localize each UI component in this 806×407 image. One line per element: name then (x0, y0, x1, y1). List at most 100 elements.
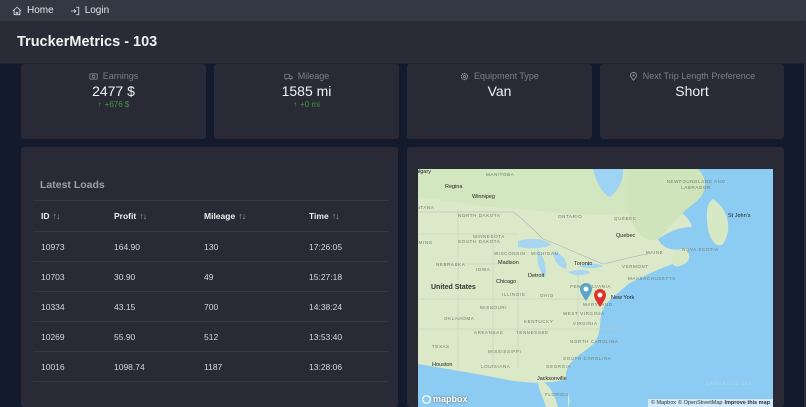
login-icon (70, 6, 79, 15)
map-pin-icon (629, 71, 637, 81)
cell-id: 10269 (33, 321, 106, 352)
table-row: 10703 30.90 49 15:27:18 (33, 261, 389, 292)
destination-marker-icon[interactable] (593, 288, 607, 308)
stat-value: Short (675, 83, 709, 99)
map-city: Madison (498, 260, 519, 266)
top-nav: Home Login (0, 0, 806, 21)
map-label: Newfoundland and Labrador (666, 179, 726, 190)
stat-delta: ↑ +0 mi (293, 100, 320, 109)
map-city: Chicago (496, 279, 517, 285)
map-label: Ontario (558, 214, 583, 219)
map-base-layer (418, 169, 773, 407)
cell-mileage: 512 (196, 321, 301, 352)
mapbox-attribution-link[interactable]: © Mapbox (650, 400, 677, 406)
map-label: Ohio (540, 293, 554, 298)
truck-icon (284, 73, 293, 80)
cell-profit: 43.15 (106, 291, 196, 322)
sort-icon[interactable]: ↑↓ (52, 211, 61, 221)
column-header-profit[interactable]: Profit ↑↓ (106, 200, 196, 232)
cell-time: 15:27:18 (301, 261, 389, 292)
map-city: Jacksonville (537, 376, 567, 382)
map-label: Maine (646, 250, 664, 255)
map-attribution: © Mapbox © OpenStreetMap Improve this ma… (647, 399, 773, 407)
map-label: Wisconsin (494, 251, 526, 256)
cell-id: 10973 (33, 231, 106, 262)
cell-id: 10334 (33, 291, 106, 322)
stat-card-equipment: Equipment Type Van (407, 64, 592, 139)
map-label: Québec (614, 216, 637, 221)
gear-icon (460, 72, 469, 80)
map-label: Virginia (573, 321, 598, 326)
map-city: Regina (445, 184, 463, 190)
loads-table: ID ↑↓ Profit ↑↓ Mileage ↑↓ Time ↑↓ 10973 164… (33, 200, 389, 382)
osm-attribution-link[interactable]: © OpenStreetMap (678, 400, 723, 406)
map-label: Tennessee (516, 330, 549, 335)
map-city: Quebec (616, 233, 636, 239)
column-header-time[interactable]: Time ↑↓ (301, 200, 389, 232)
cell-id: 10703 (33, 261, 106, 292)
map-city: Houston (432, 362, 453, 368)
page-title: TruckerMetrics - 103 (17, 34, 158, 50)
improve-map-link[interactable]: Improve this map (724, 400, 770, 406)
stat-delta: ↑ +676 $ (97, 100, 130, 109)
cell-mileage: 130 (196, 231, 301, 262)
stat-card-trip-preference: Next Trip Length Preference Short (600, 64, 784, 139)
mapbox-icon (422, 394, 431, 404)
stat-label: Mileage (297, 71, 330, 81)
map-label: Nebraska (436, 262, 466, 267)
stat-card-mileage: Mileage 1585 mi ↑ +0 mi (214, 64, 399, 139)
map-label: Massachusetts (628, 276, 676, 281)
map-label: Minnesota (473, 234, 505, 239)
cell-id: 10016 (33, 351, 106, 382)
stat-label: Equipment Type (474, 71, 539, 81)
stat-value: 1585 mi (281, 83, 332, 99)
table-header-row: ID ↑↓ Profit ↑↓ Mileage ↑↓ Time ↑↓ (33, 200, 389, 232)
origin-marker-icon[interactable] (579, 282, 593, 302)
nav-login-link[interactable]: Login (70, 5, 109, 16)
map-label: South Carolina (563, 356, 612, 361)
table-row: 10334 43.15 700 14:38:24 (33, 291, 389, 322)
map-label: Iowa (476, 267, 491, 272)
scrollbar[interactable] (804, 21, 806, 407)
sort-icon[interactable]: ↑↓ (331, 211, 340, 221)
cell-mileage: 1187 (196, 351, 301, 382)
mapbox-logo[interactable]: mapbox (422, 394, 468, 404)
arrow-up-icon: ↑ (97, 100, 102, 109)
nav-home-label: Home (27, 5, 54, 16)
map-label: Wyoming (418, 240, 433, 245)
column-header-id[interactable]: ID ↑↓ (33, 200, 106, 232)
map-city: New York (611, 295, 635, 301)
map-label: Florida (545, 392, 569, 397)
map-label: Georgia (546, 364, 572, 369)
table-row: 10016 1098.74 1187 13:28:06 (33, 351, 389, 382)
map-label: Montana (418, 205, 435, 210)
map-city: Calgary (418, 169, 431, 175)
map-label: South Dakota (458, 239, 501, 244)
stat-value: 2477 $ (92, 83, 135, 99)
nav-home-link[interactable]: Home (12, 5, 54, 16)
map-city: Detroit (528, 273, 545, 279)
cell-time: 13:28:06 (301, 351, 389, 382)
cell-profit: 55.90 (106, 321, 196, 352)
table-row: 10973 164.90 130 17:26:05 (33, 231, 389, 262)
cell-time: 17:26:05 (301, 231, 389, 262)
map-sea-label: Sargasso Sea (706, 381, 753, 387)
cell-profit: 30.90 (106, 261, 196, 292)
sort-icon[interactable]: ↑↓ (139, 211, 147, 221)
map-label: Kentucky (524, 319, 554, 324)
stat-label: Next Trip Length Preference (642, 71, 756, 81)
cell-time: 14:38:24 (301, 291, 389, 322)
map-label: West Virginia (563, 311, 605, 316)
sort-icon[interactable]: ↑↓ (238, 211, 246, 221)
cell-profit: 1098.74 (106, 351, 196, 382)
route-map[interactable]: Manitoba North Dakota South Dakota Minne… (418, 169, 773, 407)
map-label: Illinois (502, 292, 526, 297)
stat-card-earnings: Earnings 2477 $ ↑ +676 $ (21, 64, 206, 139)
stat-value: Van (487, 83, 512, 99)
table-row: 10269 55.90 512 13:53:40 (33, 321, 389, 352)
latest-loads-card: Latest Loads ID ↑↓ Profit ↑↓ Mileage ↑↓ Tim… (21, 147, 398, 407)
cell-time: 13:53:40 (301, 321, 389, 352)
home-icon (12, 6, 22, 15)
map-label: Missouri (480, 305, 508, 310)
column-header-mileage[interactable]: Mileage ↑↓ (196, 200, 301, 232)
